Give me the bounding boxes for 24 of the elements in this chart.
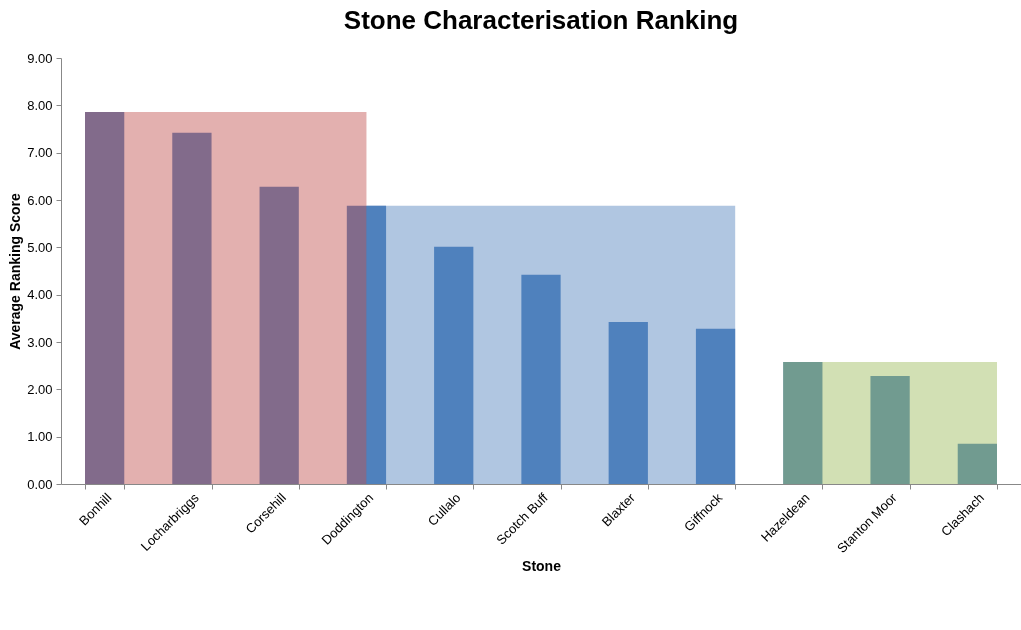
y-tick-label: 3.00 — [27, 334, 53, 350]
chart-title: Stone Characterisation Ranking — [343, 5, 739, 35]
bar — [695, 328, 736, 484]
y-tick-label: 4.00 — [27, 287, 53, 303]
bar — [608, 322, 648, 484]
x-axis-title: Stone — [522, 557, 562, 574]
y-axis-title: Average Ranking Score — [7, 192, 24, 350]
bar — [85, 111, 125, 484]
bar — [259, 186, 299, 484]
bar — [346, 205, 387, 484]
bar — [521, 274, 561, 484]
y-tick-label: 7.00 — [27, 145, 53, 161]
bar — [172, 132, 212, 484]
y-tick-label: 0.00 — [27, 476, 53, 492]
y-tick-label: 6.00 — [27, 192, 53, 208]
y-tick-label: 1.00 — [27, 429, 53, 445]
bar — [870, 376, 910, 484]
bar — [783, 361, 823, 484]
bar — [957, 443, 997, 484]
y-tick-label: 9.00 — [27, 50, 53, 66]
bar — [434, 246, 474, 484]
y-tick-label: 5.00 — [27, 239, 53, 255]
y-tick-label: 8.00 — [27, 97, 53, 113]
y-tick-label: 2.00 — [27, 381, 53, 397]
